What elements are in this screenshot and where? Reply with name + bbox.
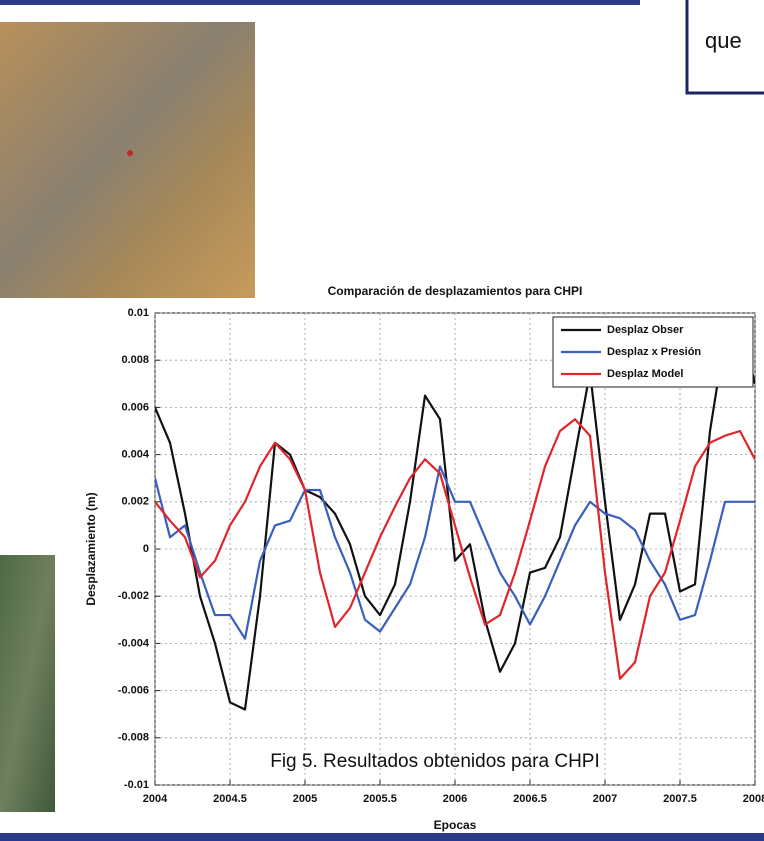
legend-label: Desplaz x Presión xyxy=(607,346,701,358)
legend-label: Desplaz Obser xyxy=(607,324,684,336)
text-box xyxy=(685,0,764,95)
y-tick-label: -0.008 xyxy=(118,732,149,744)
x-tick-label: 2004 xyxy=(143,793,168,805)
x-tick-label: 2005.5 xyxy=(363,793,397,805)
y-tick-label: -0.002 xyxy=(118,590,149,602)
satellite-image xyxy=(0,555,55,812)
satellite-image xyxy=(0,22,255,298)
data-line xyxy=(155,323,755,711)
y-tick-label: -0.006 xyxy=(118,685,149,697)
plot-lines xyxy=(155,323,755,711)
y-tick-label: -0.01 xyxy=(124,779,149,791)
y-tick-label: 0.004 xyxy=(121,449,149,461)
annotation: Fig 5. Resultados obtenidos para CHPI xyxy=(270,751,600,772)
y-tick-label: 0 xyxy=(143,543,149,555)
x-axis-label: Epocas xyxy=(434,818,477,832)
bottom-rule xyxy=(0,833,764,841)
station-marker xyxy=(127,150,133,156)
x-tick-label: 2006 xyxy=(443,793,467,805)
x-tick-label: 2007 xyxy=(593,793,617,805)
y-tick-label: 0.006 xyxy=(121,401,149,413)
data-line xyxy=(155,465,755,640)
y-tick-label: -0.004 xyxy=(118,637,150,649)
data-line xyxy=(155,418,755,680)
x-tick-label: 2008 xyxy=(743,793,764,805)
y-axis-label: Desplazamiento (m) xyxy=(84,492,98,605)
x-tick-label: 2005 xyxy=(293,793,317,805)
box-text: que xyxy=(705,28,742,53)
y-tick-label: 0.01 xyxy=(128,307,149,319)
x-tick-label: 2006.5 xyxy=(513,793,547,805)
legend-label: Desplaz Model xyxy=(607,368,683,380)
x-tick-label: 2004.5 xyxy=(213,793,247,805)
top-rule xyxy=(0,0,640,5)
y-tick-label: 0.002 xyxy=(121,496,149,508)
chart-title: Comparación de desplazamientos para CHPI xyxy=(328,284,583,298)
y-tick-label: 0.008 xyxy=(121,354,149,366)
x-tick-label: 2007.5 xyxy=(663,793,697,805)
